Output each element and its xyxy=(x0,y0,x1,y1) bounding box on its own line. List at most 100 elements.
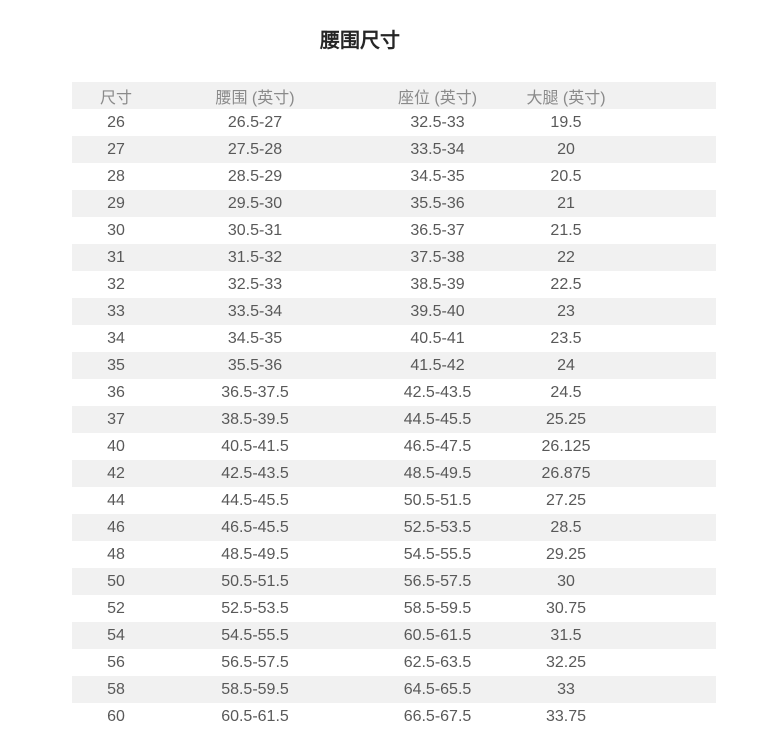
table-cell: 46.5-45.5 xyxy=(160,514,350,541)
table-cell: 50.5-51.5 xyxy=(160,568,350,595)
filler-cell xyxy=(607,568,716,595)
table-cell: 34 xyxy=(107,329,125,347)
table-cell: 32 xyxy=(107,275,125,293)
table-cell: 30.75 xyxy=(545,599,587,617)
table-row: 54 54.5-55.5 60.5-61.5 31.5 xyxy=(72,622,716,649)
table-row: 58 58.5-59.5 64.5-65.5 33 xyxy=(72,676,716,703)
table-header-cell: 座位 (英寸) xyxy=(350,82,525,109)
table-cell: 44.5-45.5 xyxy=(221,491,289,509)
table-cell: 60.5-61.5 xyxy=(350,622,525,649)
table-cell: 26.125 xyxy=(541,437,591,455)
table-cell: 42.5-43.5 xyxy=(403,383,472,401)
page-title: 腰围尺寸 xyxy=(320,30,400,52)
table-cell: 36 xyxy=(107,383,125,401)
table-row: 36 36.5-37.5 42.5-43.5 24.5 xyxy=(72,379,716,406)
table-cell: 33 xyxy=(72,298,160,325)
table-row: 27 27.5-28 33.5-34 20 xyxy=(72,136,716,163)
table-cell: 56.5-57.5 xyxy=(221,653,289,671)
table-body: 26 26.5-27 32.5-33 19.5 27 27.5-28 33.5-34 20 28… xyxy=(72,109,716,730)
table-cell: 31.5-32 xyxy=(160,244,350,271)
table-header-cell: 大腿 (英寸) xyxy=(525,82,607,109)
table-cell: 26.875 xyxy=(525,460,607,487)
table-cell: 37.5-38 xyxy=(350,244,525,271)
table-cell: 29.25 xyxy=(545,545,587,563)
table-row: 30 30.5-31 36.5-37 21.5 xyxy=(72,217,716,244)
filler-cell xyxy=(607,244,716,271)
filler-cell xyxy=(607,514,716,541)
table-cell: 58.5-59.5 xyxy=(403,599,472,617)
table-cell: 32.25 xyxy=(545,653,587,671)
table-cell: 44.5-45.5 xyxy=(350,406,525,433)
table-cell: 35 xyxy=(72,352,160,379)
table-cell: 25.25 xyxy=(525,406,607,433)
table-cell: 46 xyxy=(72,514,160,541)
table-row: 46 46.5-45.5 52.5-53.5 28.5 xyxy=(72,514,716,541)
table-cell: 60.5-61.5 xyxy=(221,707,289,725)
table-cell: 31 xyxy=(72,244,160,271)
table-cell: 39.5-40 xyxy=(350,298,525,325)
filler-cell xyxy=(607,217,716,244)
filler-cell xyxy=(607,541,716,568)
table-cell: 30 xyxy=(525,568,607,595)
table-cell: 24 xyxy=(525,352,607,379)
table-cell: 54.5-55.5 xyxy=(160,622,350,649)
table-cell: 48.5-49.5 xyxy=(221,545,289,563)
table-cell: 56.5-57.5 xyxy=(350,568,525,595)
table-row: 48 48.5-49.5 54.5-55.5 29.25 xyxy=(72,541,716,568)
table-row: 44 44.5-45.5 50.5-51.5 27.25 xyxy=(72,487,716,514)
table-cell: 19.5 xyxy=(550,113,582,131)
table-row: 32 32.5-33 38.5-39 22.5 xyxy=(72,271,716,298)
table-row: 56 56.5-57.5 62.5-63.5 32.25 xyxy=(72,649,716,676)
filler-cell xyxy=(607,649,716,676)
table-cell: 52.5-53.5 xyxy=(350,514,525,541)
filler-cell xyxy=(607,433,716,460)
table-row: 29 29.5-30 35.5-36 21 xyxy=(72,190,716,217)
table-cell: 29 xyxy=(72,190,160,217)
table-cell: 33.5-34 xyxy=(350,136,525,163)
table-cell: 31.5 xyxy=(525,622,607,649)
table-cell: 27.25 xyxy=(545,491,587,509)
table-cell: 28.5-29 xyxy=(227,167,283,185)
table-cell: 28 xyxy=(107,167,125,185)
table-cell: 21.5 xyxy=(550,221,582,239)
table-header-cell: 尺寸 xyxy=(72,82,160,109)
table-row: 35 35.5-36 41.5-42 24 xyxy=(72,352,716,379)
filler-cell xyxy=(607,325,716,352)
table-row: 26 26.5-27 32.5-33 19.5 xyxy=(72,109,716,136)
table-cell: 35.5-36 xyxy=(160,352,350,379)
table-cell: 36.5-37 xyxy=(410,221,465,239)
filler-cell xyxy=(607,595,716,622)
table-header-row: 尺寸 腰围 (英寸) 座位 (英寸) 大腿 (英寸) xyxy=(72,82,716,109)
table-row: 37 38.5-39.5 44.5-45.5 25.25 xyxy=(72,406,716,433)
table-cell: 24.5 xyxy=(550,383,582,401)
table-cell: 20 xyxy=(525,136,607,163)
table-row: 52 52.5-53.5 58.5-59.5 30.75 xyxy=(72,595,716,622)
table-cell: 33.75 xyxy=(545,707,587,725)
table-row: 42 42.5-43.5 48.5-49.5 26.875 xyxy=(72,460,716,487)
table-cell: 36.5-37.5 xyxy=(221,383,289,401)
table-cell: 26.5-27 xyxy=(227,113,283,131)
table-row: 40 40.5-41.5 46.5-47.5 26.125 xyxy=(72,433,716,460)
filler-cell xyxy=(607,622,716,649)
table-row: 50 50.5-51.5 56.5-57.5 30 xyxy=(72,568,716,595)
table-cell: 32.5-33 xyxy=(410,113,465,131)
table-cell: 35.5-36 xyxy=(350,190,525,217)
filler-cell xyxy=(607,460,716,487)
filler-cell xyxy=(607,352,716,379)
table-cell: 38.5-39 xyxy=(410,275,465,293)
table-cell: 46.5-47.5 xyxy=(403,437,472,455)
table-cell: 29.5-30 xyxy=(160,190,350,217)
table-row: 33 33.5-34 39.5-40 23 xyxy=(72,298,716,325)
table-cell: 40.5-41.5 xyxy=(221,437,289,455)
filler-cell xyxy=(607,190,716,217)
filler-cell xyxy=(607,271,716,298)
table-cell: 22 xyxy=(525,244,607,271)
table-row: 28 28.5-29 34.5-35 20.5 xyxy=(72,163,716,190)
table-cell: 54 xyxy=(72,622,160,649)
table-cell: 52 xyxy=(107,599,125,617)
filler-cell xyxy=(607,703,716,730)
table-row: 31 31.5-32 37.5-38 22 xyxy=(72,244,716,271)
table-cell: 27.5-28 xyxy=(160,136,350,163)
table-cell: 23 xyxy=(525,298,607,325)
table-cell: 58 xyxy=(72,676,160,703)
